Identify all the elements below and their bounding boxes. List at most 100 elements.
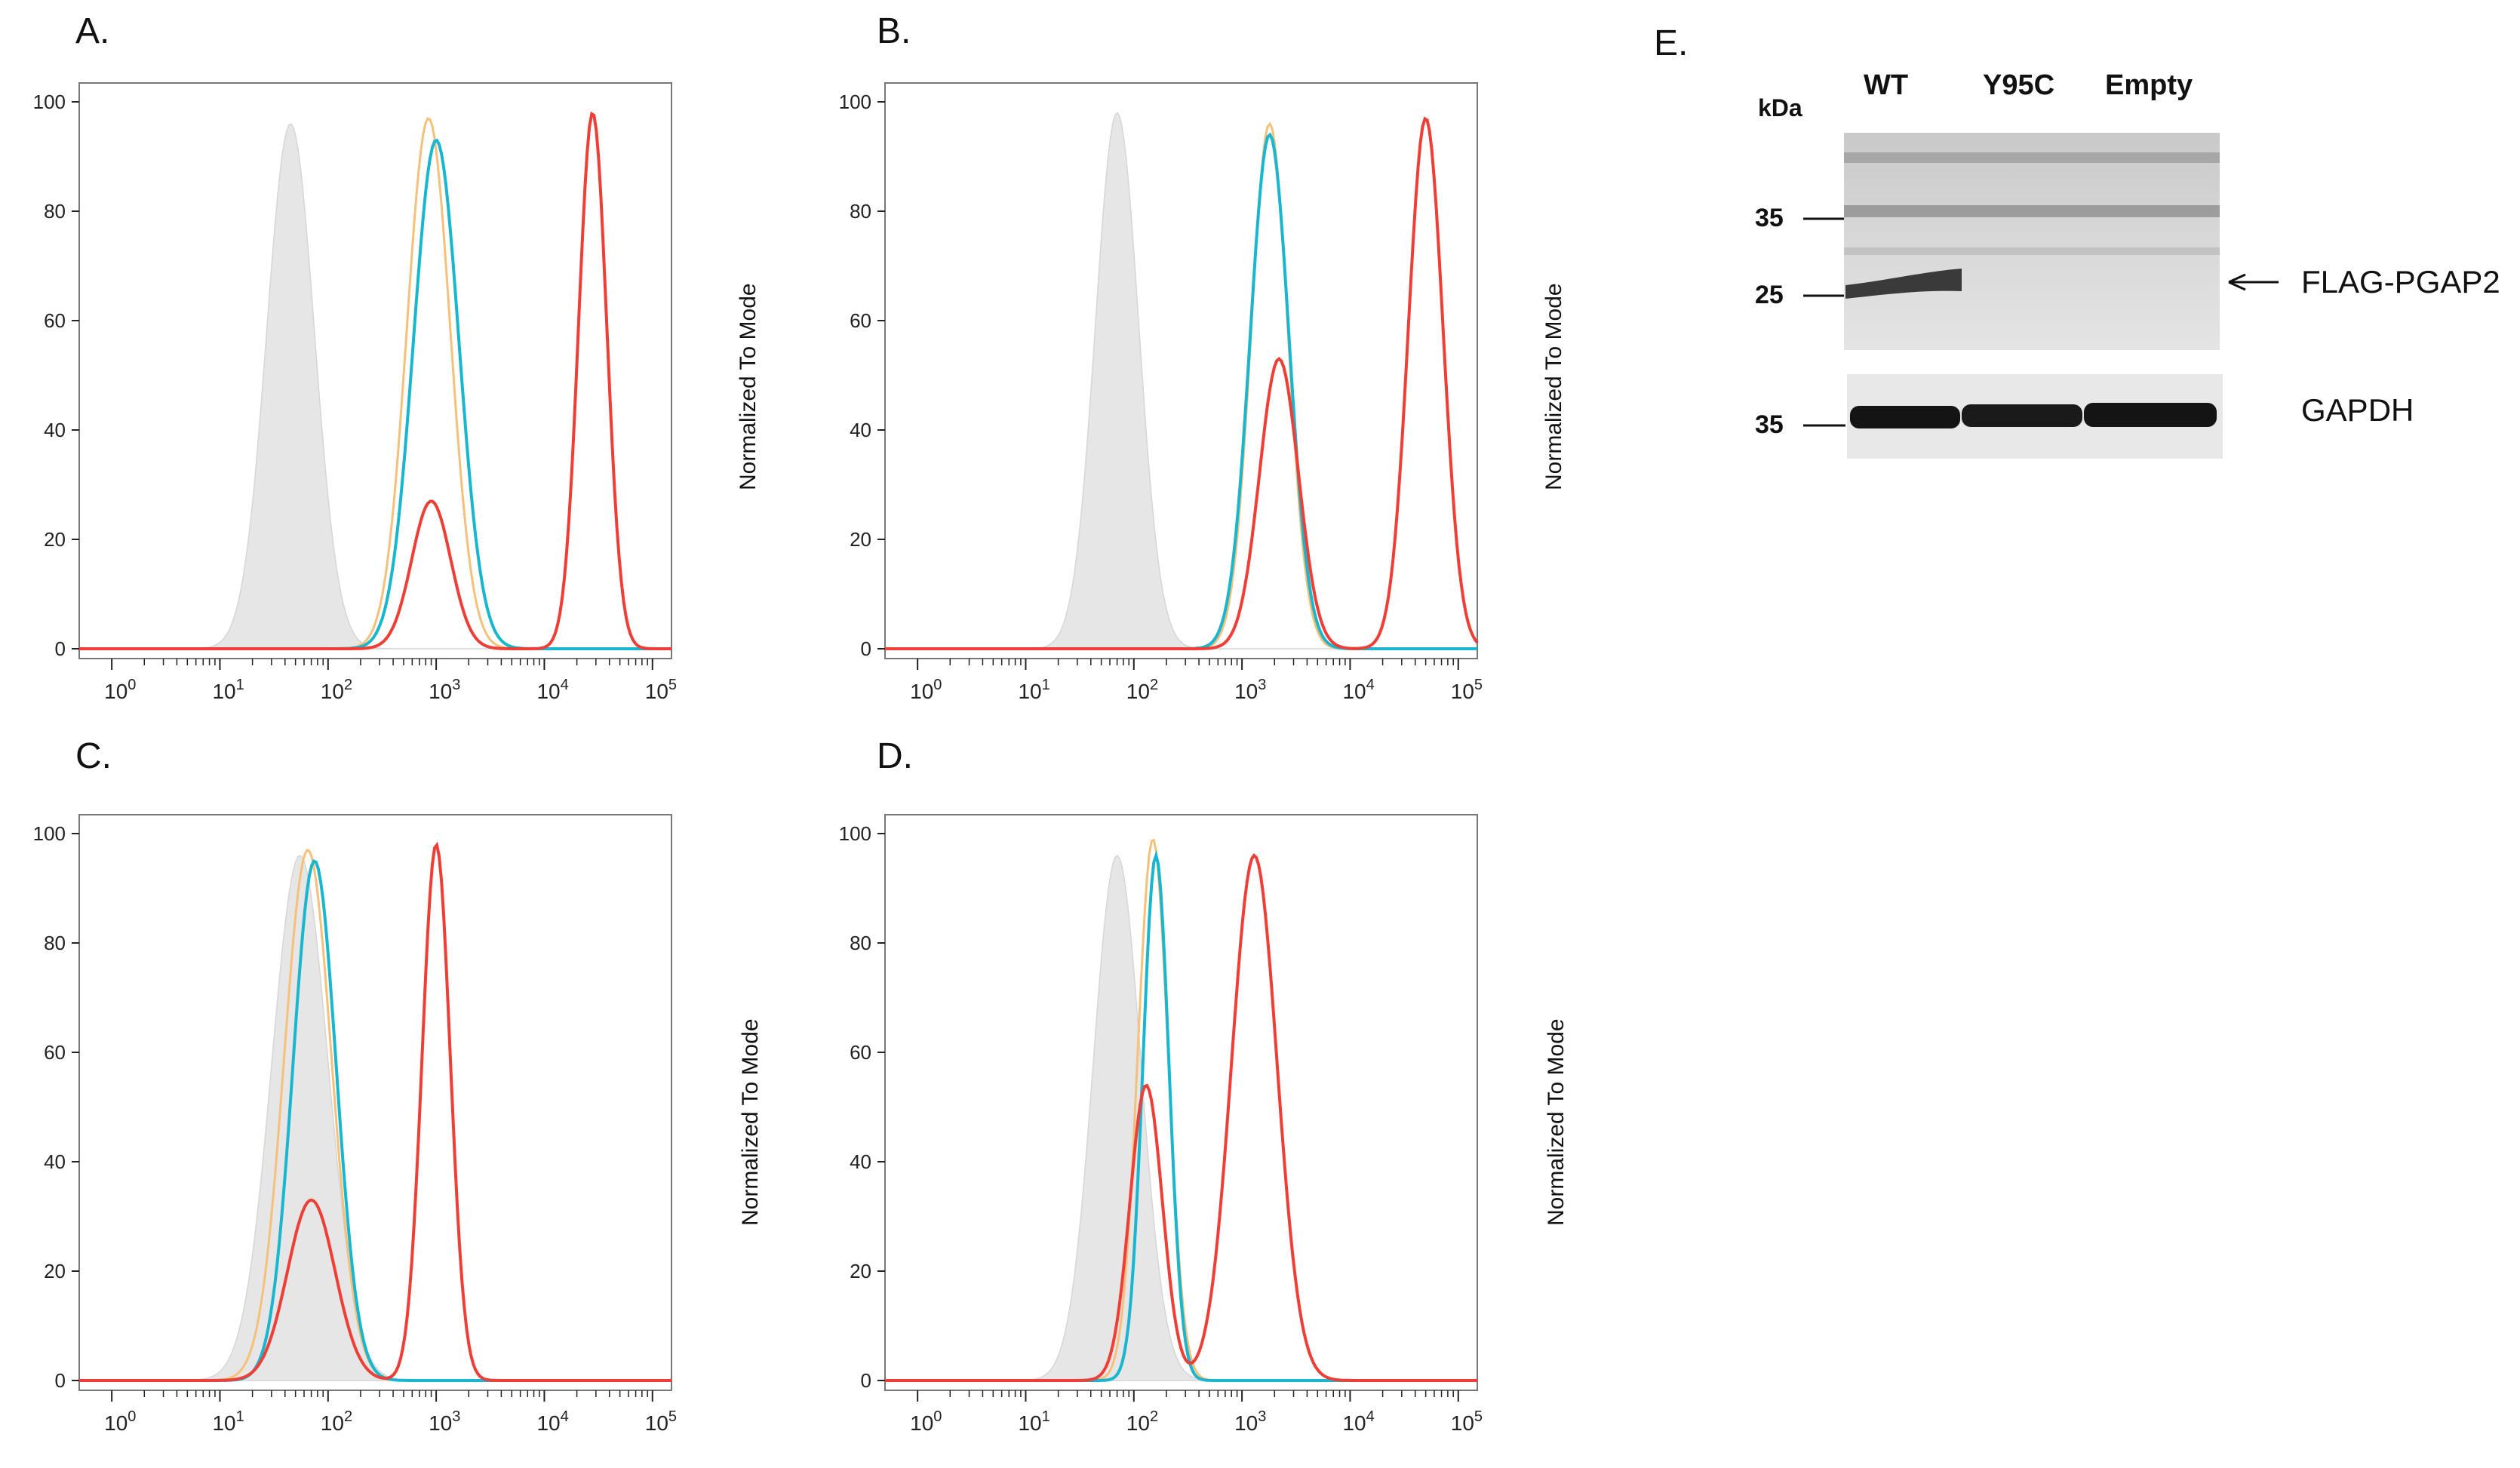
series-orange-line bbox=[885, 121, 1477, 650]
y-tick-label: 20 bbox=[850, 528, 871, 551]
y-tick-label: 20 bbox=[850, 1260, 871, 1282]
x-tick-label: 102 bbox=[1126, 1408, 1158, 1435]
series-red-line bbox=[885, 852, 1477, 1382]
y-tick-label: 100 bbox=[839, 91, 871, 113]
x-tick-label: 103 bbox=[429, 1408, 460, 1435]
y-tick-label: 60 bbox=[44, 309, 66, 332]
x-tick-label: 104 bbox=[536, 677, 568, 703]
series-gray-isotype bbox=[79, 123, 671, 650]
gapdh-label: GAPDH bbox=[2301, 392, 2414, 428]
plot-frame bbox=[78, 814, 672, 1391]
histogram-b-svg: 0 20 40 60 80 100 100 101 102 103 104 105 bbox=[839, 82, 1483, 703]
lane-label-wt: WT bbox=[1864, 69, 1909, 101]
marker-35-top: 35 bbox=[1755, 204, 1784, 232]
panel-label-d: D. bbox=[877, 736, 913, 776]
y-tick-label: 100 bbox=[839, 822, 871, 845]
x-tick-label: 103 bbox=[429, 677, 460, 703]
x-tick-label: 105 bbox=[1451, 1408, 1483, 1435]
y-tick-label: 80 bbox=[850, 200, 871, 223]
y-tick-label: 0 bbox=[55, 637, 66, 660]
panel-label-e: E. bbox=[1654, 23, 1689, 63]
x-tick-label: 100 bbox=[104, 677, 136, 703]
nonspecific-band-2 bbox=[1844, 205, 2220, 217]
histogram-d-svg: 0 20 40 60 80 100 100 101 102 103 104 105 bbox=[839, 814, 1483, 1435]
y-tick-label: 0 bbox=[861, 637, 871, 660]
plot-frame bbox=[884, 82, 1478, 659]
series-red-line bbox=[79, 841, 671, 1382]
nonspecific-band-1 bbox=[1844, 152, 2220, 163]
y-tick-label: 100 bbox=[33, 91, 66, 113]
y-tick-label: 20 bbox=[44, 1260, 66, 1282]
y-tick-label: 40 bbox=[850, 419, 871, 441]
x-tick-label: 102 bbox=[321, 1408, 352, 1435]
histogram-a-svg: 0 20 40 60 80 100 100 101 102 103 104 105 bbox=[33, 82, 677, 703]
y-tick-label: 0 bbox=[861, 1369, 871, 1392]
x-tick-label: 103 bbox=[1234, 677, 1266, 703]
lane-label-empty: Empty bbox=[2105, 69, 2193, 101]
panel-label-b: B. bbox=[877, 11, 911, 51]
y-axis-label-c: Normalized To Mode bbox=[738, 1018, 763, 1226]
x-tick-label: 101 bbox=[212, 1408, 244, 1435]
y-axis-label-b: Normalized To Mode bbox=[1541, 283, 1566, 490]
y-tick-label: 60 bbox=[44, 1041, 66, 1064]
x-tick-label: 101 bbox=[1018, 677, 1049, 703]
series-gray-isotype bbox=[885, 112, 1477, 650]
flag-pgap2-label: FLAG-PGAP2 bbox=[2301, 264, 2500, 299]
y-tick-label: 80 bbox=[44, 200, 66, 223]
gapdh-band-empty bbox=[2084, 403, 2217, 427]
x-tick-label: 104 bbox=[1342, 1408, 1374, 1435]
x-tick-label: 105 bbox=[645, 1408, 677, 1435]
y-tick-label: 0 bbox=[55, 1369, 66, 1392]
blot-image bbox=[1803, 133, 2279, 459]
x-tick-label: 105 bbox=[645, 677, 677, 703]
series-gray-isotype bbox=[79, 855, 671, 1381]
flag-pgap2-band-wt bbox=[1845, 269, 1962, 299]
x-tick-label: 103 bbox=[1234, 1408, 1266, 1435]
y-tick-label: 20 bbox=[44, 528, 66, 551]
gapdh-band-y95c bbox=[1962, 404, 2082, 427]
y-tick-label: 60 bbox=[850, 1041, 871, 1064]
series-cyan-line bbox=[79, 858, 671, 1382]
gapdh-band-wt bbox=[1850, 406, 1960, 428]
series-cyan-line bbox=[885, 849, 1477, 1382]
series-orange-line bbox=[79, 849, 671, 1382]
series-orange-line bbox=[79, 117, 671, 650]
x-tick-label: 104 bbox=[536, 1408, 568, 1435]
x-tick-label: 102 bbox=[1126, 677, 1158, 703]
x-tick-label: 100 bbox=[910, 1408, 942, 1435]
series-red-line bbox=[79, 111, 671, 650]
series-cyan-line bbox=[885, 132, 1477, 650]
kda-label: kDa bbox=[1758, 94, 1802, 121]
x-tick-label: 101 bbox=[1018, 1408, 1049, 1435]
panel-label-c: C. bbox=[75, 736, 112, 776]
plot-frame bbox=[78, 82, 672, 659]
lane-label-y95c: Y95C bbox=[1983, 69, 2055, 101]
x-tick-label: 102 bbox=[321, 677, 352, 703]
histogram-c-svg: 0 20 40 60 80 100 100 101 102 103 104 105 bbox=[33, 814, 677, 1435]
x-tick-label: 104 bbox=[1342, 677, 1374, 703]
y-axis-label-d: Normalized To Mode bbox=[1544, 1018, 1569, 1226]
x-tick-label: 100 bbox=[910, 677, 942, 703]
blot-membrane-top bbox=[1844, 133, 2220, 350]
histogram-panel-a: 0 20 40 60 80 100 100 101 102 103 104 105 bbox=[0, 68, 679, 732]
y-axis-label-a: Normalized To Mode bbox=[736, 283, 761, 490]
x-tick-label: 100 bbox=[104, 1408, 136, 1435]
flag-arrow-head bbox=[2228, 273, 2246, 291]
x-tick-label: 105 bbox=[1451, 677, 1483, 703]
y-tick-label: 40 bbox=[850, 1150, 871, 1173]
y-tick-label: 80 bbox=[850, 932, 871, 954]
x-tick-label: 101 bbox=[212, 677, 244, 703]
marker-25: 25 bbox=[1755, 281, 1784, 309]
series-red-line bbox=[885, 116, 1479, 650]
histogram-panel-d: 0 20 40 60 80 100 100 101 102 103 104 105 bbox=[806, 800, 1485, 1463]
panel-label-a: A. bbox=[75, 11, 110, 51]
y-tick-label: 100 bbox=[33, 822, 66, 845]
y-tick-label: 40 bbox=[44, 1150, 66, 1173]
plot-frame bbox=[884, 814, 1478, 1391]
marker-35-bottom: 35 bbox=[1755, 410, 1784, 439]
histogram-panel-c: 0 20 40 60 80 100 100 101 102 103 104 105 bbox=[0, 800, 679, 1463]
nonspecific-band-3 bbox=[1844, 247, 2220, 255]
y-tick-label: 80 bbox=[44, 932, 66, 954]
histogram-panel-b: 0 20 40 60 80 100 100 101 102 103 104 105 bbox=[806, 68, 1485, 732]
y-tick-label: 40 bbox=[44, 419, 66, 441]
